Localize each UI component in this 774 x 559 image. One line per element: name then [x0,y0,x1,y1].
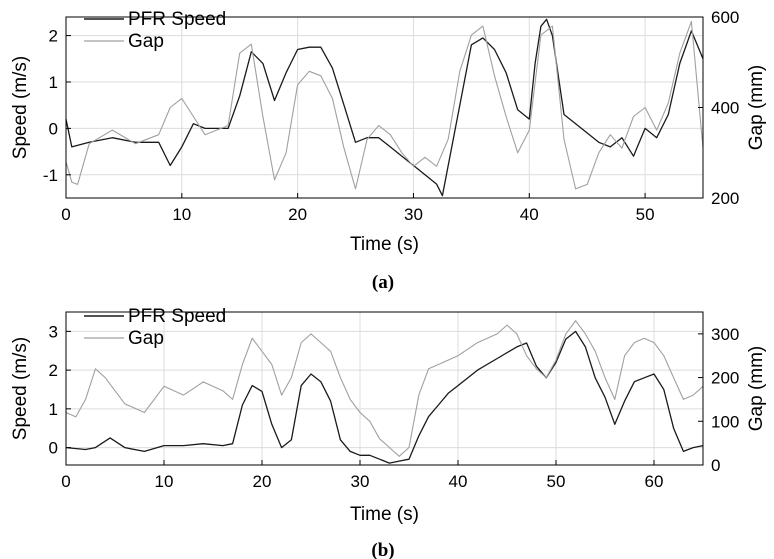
y-right-tick-label: 0 [711,456,720,475]
series-line-gap [65,20,704,190]
x-tick-label: 10 [155,472,174,491]
y-right-tick-label: 600 [711,8,739,27]
chart-panel-a: 0 10 20 30 40 50 -1 0 1 2 200 400 600 Time (s) Speed (… [10,8,767,293]
y-axis-label: Speed (m/s) [10,56,31,159]
series-line-pfr-speed [65,330,704,464]
legend-label-pfr-speed: PFR Speed [128,9,226,30]
y-tick-label: 2 [49,27,58,46]
y-tick-label: 3 [49,322,58,341]
x-axis-label: Time (s) [350,234,419,255]
y-right-tick-label: 200 [711,369,739,388]
y-axis-label: Speed (m/s) [10,337,31,440]
y-right-axis-label: Gap (mm) [746,65,767,151]
plot-frame [65,311,704,466]
y-right-tick-label: 400 [711,99,739,118]
x-tick-label: 50 [547,472,566,491]
y-tick-label: 1 [49,73,58,92]
x-tick-label: 40 [520,205,539,224]
x-tick-label: 0 [61,205,70,224]
panel-caption: (a) [372,272,394,293]
y-tick-label: -1 [43,166,58,185]
x-tick-label: 30 [351,472,370,491]
x-tick-label: 20 [288,205,307,224]
x-tick-label: 30 [404,205,423,224]
y-tick-label: 0 [49,439,58,458]
series-line-gap [65,320,704,457]
x-tick-label: 10 [172,205,191,224]
x-axis-label: Time (s) [350,504,419,525]
legend-label-gap: Gap [128,328,164,349]
x-tick-label: 20 [253,472,272,491]
series-line-pfr-speed [65,18,704,197]
x-tick-label: 40 [449,472,468,491]
y-tick-label: 2 [49,361,58,380]
legend-label-gap: Gap [128,31,164,52]
x-tick-label: 0 [61,472,70,491]
y-tick-label: 0 [49,119,58,138]
panel-caption: (b) [371,540,394,559]
legend-label-pfr-speed: PFR Speed [128,306,226,327]
y-right-tick-label: 300 [711,325,739,344]
y-tick-label: 1 [49,400,58,419]
x-tick-label: 60 [645,472,664,491]
y-right-tick-label: 200 [711,189,739,208]
y-right-axis-label: Gap (mm) [746,346,767,432]
x-tick-label: 50 [636,205,655,224]
y-right-tick-label: 100 [711,412,739,431]
